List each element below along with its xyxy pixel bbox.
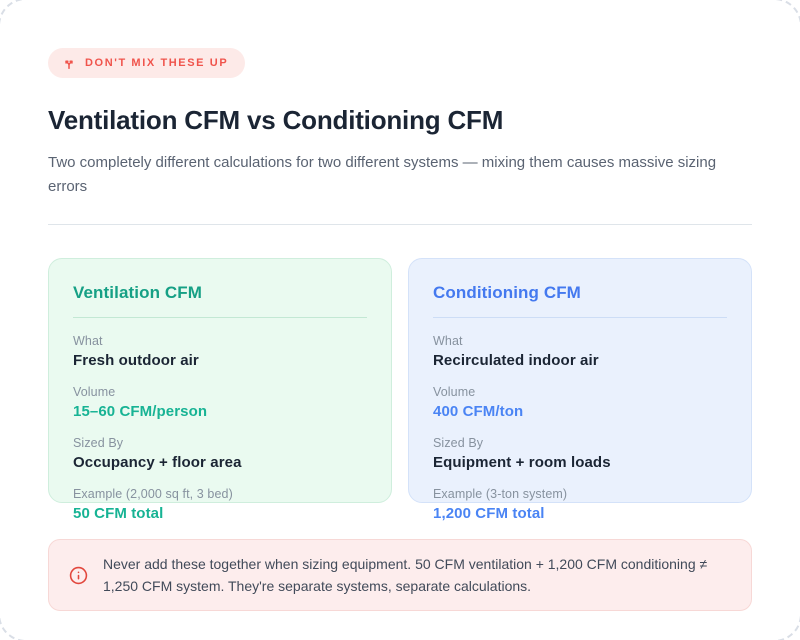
card-title: Ventilation CFM <box>73 283 202 302</box>
field-value: Fresh outdoor air <box>73 352 199 369</box>
field-label: Sized By <box>73 436 124 450</box>
card-title: Conditioning CFM <box>433 283 581 302</box>
split-arrows-icon <box>62 56 76 70</box>
field-value: Recirculated indoor air <box>433 352 599 369</box>
field-value: 15–60 CFM/person <box>73 403 208 420</box>
warning-badge: DON'T MIX THESE UP <box>48 48 246 78</box>
header-divider <box>48 224 752 225</box>
warning-text: Never add these together when sizing equ… <box>103 556 708 594</box>
field-what: What Recirculated indoor air <box>433 334 727 369</box>
field-label: What <box>433 334 463 348</box>
field-example: Example (3-ton system) 1,200 CFM total <box>433 487 727 522</box>
field-value: 50 CFM total <box>73 505 164 522</box>
field-volume: Volume 15–60 CFM/person <box>73 385 367 420</box>
field-label: Example (2,000 sq ft, 3 bed) <box>73 487 233 501</box>
card-title-divider <box>73 317 367 318</box>
conditioning-cfm-card: Conditioning CFM What Recirculated indoo… <box>408 258 752 522</box>
field-sized-by: Sized By Occupancy + floor area <box>73 436 367 471</box>
info-circle-icon <box>69 566 88 585</box>
field-value: Occupancy + floor area <box>73 454 242 471</box>
card-title-divider <box>433 317 727 318</box>
field-value: Equipment + room loads <box>433 454 611 471</box>
field-example: Example (2,000 sq ft, 3 bed) 50 CFM tota… <box>73 487 367 522</box>
comparison-cards-row: Ventilation CFM What Fresh outdoor air V… <box>48 258 752 522</box>
field-label: Volume <box>73 385 116 399</box>
field-sized-by: Sized By Equipment + room loads <box>433 436 727 471</box>
field-value: 400 CFM/ton <box>433 403 524 420</box>
main-content: DON'T MIX THESE UP Ventilation CFM vs Co… <box>48 48 752 611</box>
field-label: What <box>73 334 103 348</box>
ventilation-cfm-card: Ventilation CFM What Fresh outdoor air V… <box>48 258 392 522</box>
field-label: Volume <box>433 385 476 399</box>
warning-callout: Never add these together when sizing equ… <box>48 539 752 611</box>
page-title: Ventilation CFM vs Conditioning CFM <box>48 105 504 135</box>
badge-label: DON'T MIX THESE UP <box>85 57 229 69</box>
page-subtitle: Two completely different calculations fo… <box>48 154 717 195</box>
field-label: Example (3-ton system) <box>433 487 568 501</box>
field-value: 1,200 CFM total <box>433 505 545 522</box>
field-what: What Fresh outdoor air <box>73 334 367 369</box>
field-volume: Volume 400 CFM/ton <box>433 385 727 420</box>
field-label: Sized By <box>433 436 484 450</box>
